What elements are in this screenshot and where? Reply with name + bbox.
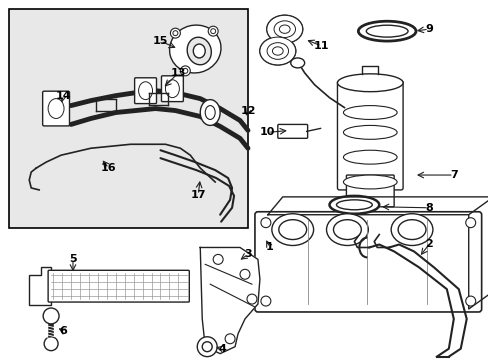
Text: 2: 2 xyxy=(424,239,432,249)
Text: 5: 5 xyxy=(69,255,77,264)
Circle shape xyxy=(213,255,223,264)
Ellipse shape xyxy=(266,15,302,43)
Circle shape xyxy=(173,31,178,36)
Text: 14: 14 xyxy=(55,91,71,101)
Text: 10: 10 xyxy=(260,127,275,138)
Circle shape xyxy=(246,294,256,304)
Ellipse shape xyxy=(343,175,396,189)
Ellipse shape xyxy=(336,200,371,210)
Ellipse shape xyxy=(48,99,64,118)
Ellipse shape xyxy=(337,74,402,92)
Text: 12: 12 xyxy=(240,105,255,116)
Ellipse shape xyxy=(343,105,396,120)
Text: 7: 7 xyxy=(449,170,457,180)
Ellipse shape xyxy=(272,47,283,55)
Ellipse shape xyxy=(397,220,425,239)
Ellipse shape xyxy=(358,21,415,41)
Ellipse shape xyxy=(343,125,396,139)
FancyBboxPatch shape xyxy=(48,270,189,302)
Ellipse shape xyxy=(169,25,221,73)
Polygon shape xyxy=(200,247,260,354)
FancyBboxPatch shape xyxy=(134,78,156,104)
Ellipse shape xyxy=(271,214,313,246)
Ellipse shape xyxy=(260,37,295,65)
FancyBboxPatch shape xyxy=(254,212,481,312)
Text: 1: 1 xyxy=(265,243,273,252)
Ellipse shape xyxy=(278,220,306,239)
Ellipse shape xyxy=(266,15,302,43)
Text: 15: 15 xyxy=(152,36,168,46)
Ellipse shape xyxy=(273,21,295,37)
Polygon shape xyxy=(29,267,51,305)
FancyBboxPatch shape xyxy=(42,91,69,126)
Text: 8: 8 xyxy=(424,203,432,213)
FancyBboxPatch shape xyxy=(277,125,307,138)
Text: 9: 9 xyxy=(424,24,432,34)
Ellipse shape xyxy=(200,100,220,125)
Ellipse shape xyxy=(165,80,179,98)
Ellipse shape xyxy=(187,37,211,65)
FancyBboxPatch shape xyxy=(346,175,393,207)
Circle shape xyxy=(465,218,475,228)
Ellipse shape xyxy=(343,150,396,164)
Ellipse shape xyxy=(205,105,215,120)
Circle shape xyxy=(465,296,475,306)
Ellipse shape xyxy=(326,214,367,246)
Text: 17: 17 xyxy=(190,190,205,200)
Bar xyxy=(9,9,247,228)
Text: 13: 13 xyxy=(170,68,186,78)
Circle shape xyxy=(261,296,270,306)
Ellipse shape xyxy=(390,214,432,246)
Circle shape xyxy=(208,26,218,36)
Circle shape xyxy=(183,68,187,73)
FancyBboxPatch shape xyxy=(161,76,183,102)
Ellipse shape xyxy=(329,196,379,214)
Ellipse shape xyxy=(193,44,205,58)
Circle shape xyxy=(44,337,58,351)
Circle shape xyxy=(180,66,190,76)
Text: 6: 6 xyxy=(59,326,67,336)
Ellipse shape xyxy=(266,43,288,59)
Circle shape xyxy=(210,29,215,33)
Circle shape xyxy=(197,337,217,357)
Text: 4: 4 xyxy=(218,344,225,354)
FancyBboxPatch shape xyxy=(337,81,402,190)
Text: 11: 11 xyxy=(313,41,328,51)
Circle shape xyxy=(170,28,180,38)
Ellipse shape xyxy=(279,25,289,33)
Ellipse shape xyxy=(290,58,304,68)
Ellipse shape xyxy=(138,82,152,100)
Ellipse shape xyxy=(366,25,407,37)
Circle shape xyxy=(202,342,212,352)
Circle shape xyxy=(43,308,59,324)
Text: 3: 3 xyxy=(244,249,251,260)
Text: 16: 16 xyxy=(101,163,116,173)
Circle shape xyxy=(261,218,270,228)
Circle shape xyxy=(240,269,249,279)
Ellipse shape xyxy=(333,220,361,239)
Circle shape xyxy=(224,334,235,344)
Ellipse shape xyxy=(260,37,295,65)
